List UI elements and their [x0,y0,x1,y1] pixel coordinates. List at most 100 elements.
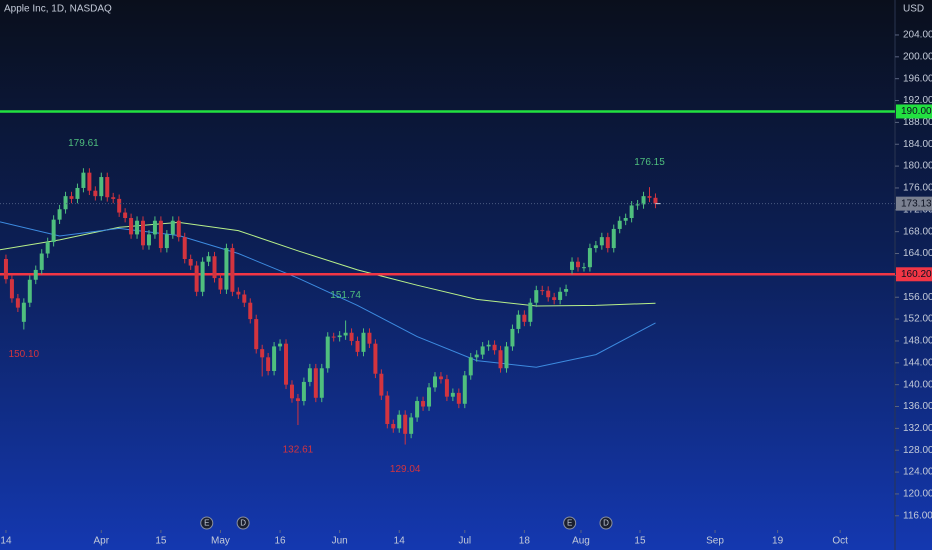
candle-body [611,228,616,249]
price-tag [896,104,932,119]
candle-body [468,357,473,376]
extreme-label: 150.10 [9,349,40,360]
extreme-label: 179.61 [68,138,99,149]
candle-body [641,196,646,205]
candle-body [623,218,628,221]
candle-body [123,212,128,219]
candle-body [81,172,86,188]
candle-body [391,424,396,429]
candle-body [373,343,378,374]
y-tick-label: 144.00 [903,357,932,368]
x-tick-label: 15 [155,536,167,547]
candle-body [135,220,140,235]
candle-body [15,298,20,308]
candle-body [289,384,294,399]
x-tick-label: 14 [394,536,406,547]
candle-body [427,387,432,407]
candle-body [284,343,289,385]
y-tick-label: 184.00 [903,139,932,150]
event-label: E [204,519,209,528]
candle-body [63,196,68,210]
candle-body [248,302,253,320]
candle-body [39,253,44,270]
candle-body [635,204,640,206]
candle-body [319,368,324,398]
candle-body [33,269,38,280]
candle-body [403,414,408,434]
event-icon [236,516,250,530]
extreme-label: 176.15 [634,157,665,168]
candle-body [432,376,437,388]
y-tick-label: 192.00 [903,95,932,106]
candle-body [75,187,80,199]
y-tick-label: 188.00 [903,117,932,128]
candle-body [421,401,426,407]
event-icon [200,516,214,530]
candle-body [206,256,211,262]
candle-body [492,344,497,351]
y-tick-label: 204.00 [903,30,932,41]
candle-body [587,248,592,268]
candle-body [480,346,485,355]
event-label: D [240,519,246,528]
y-tick-label: 168.00 [903,226,932,237]
candle-body [295,398,300,402]
candle-body [87,172,92,191]
candle-body [93,190,98,197]
candle-body [409,417,414,434]
candle-body [444,379,449,397]
x-tick-label: Jun [332,536,348,547]
candle-body [266,357,271,371]
candle-body [152,220,157,235]
event-icon [563,516,577,530]
candle-body [367,332,372,344]
candle-body [105,177,110,198]
x-tick-label: 18 [519,536,531,547]
event-label: D [603,519,609,528]
candle-body [355,340,360,352]
candle-body [129,218,134,235]
candle-body [194,265,199,292]
y-tick-label: 132.00 [903,423,932,434]
candle-body [242,294,247,303]
y-tick-label: 200.00 [903,51,932,62]
candle-body [141,220,146,246]
candle-body [27,279,32,303]
candle-body [450,392,455,397]
candle-body [498,350,503,369]
candle-body [224,248,229,290]
extreme-label: 132.61 [283,445,314,456]
candle-body [3,258,8,280]
last-price-tag [896,196,932,211]
candle-body [552,297,557,300]
candle-body [278,343,283,347]
candle-body [57,209,62,220]
candle-body [379,373,384,396]
x-tick-label: Jul [458,536,471,547]
y-tick-label: 124.00 [903,467,932,478]
candle-body [397,414,402,429]
last-price-label: 173.13 [901,198,932,209]
candle-body [415,401,420,418]
candle-body [200,261,205,292]
candle-body [486,344,491,347]
candle-body [158,220,163,249]
candle-body [51,219,56,243]
candle-body [337,335,342,338]
candle-body [474,354,479,358]
y-tick-label: 116.00 [903,510,932,521]
candle-body [593,245,598,249]
candle-body [629,205,634,219]
candle-body [307,368,312,382]
candle-body [45,242,50,254]
candle-body [361,332,366,352]
candle-body [230,248,235,292]
candle-body [170,220,175,235]
candle-body [599,237,604,246]
candle-body [647,196,652,198]
x-tick-label: Aug [572,536,590,547]
x-tick-label: Sep [706,536,724,547]
candle-body [462,375,467,404]
x-tick-label: 19 [772,536,784,547]
